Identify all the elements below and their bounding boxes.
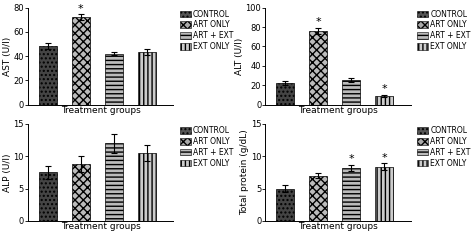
- Y-axis label: ALT (U/l): ALT (U/l): [235, 37, 244, 75]
- Bar: [39, 46, 57, 105]
- Bar: [342, 80, 360, 105]
- X-axis label: Treatment groups: Treatment groups: [61, 106, 140, 115]
- Bar: [105, 143, 123, 221]
- Legend: CONTROL, ART ONLY, ART + EXT, EXT ONLY: CONTROL, ART ONLY, ART + EXT, EXT ONLY: [180, 10, 233, 51]
- Bar: [276, 83, 294, 105]
- Legend: CONTROL, ART ONLY, ART + EXT, EXT ONLY: CONTROL, ART ONLY, ART + EXT, EXT ONLY: [418, 126, 471, 168]
- X-axis label: Treatment groups: Treatment groups: [298, 106, 378, 115]
- Bar: [276, 189, 294, 221]
- Y-axis label: Total protein (g/dL): Total protein (g/dL): [240, 130, 249, 215]
- Bar: [138, 153, 156, 221]
- Legend: CONTROL, ART ONLY, ART + EXT, EXT ONLY: CONTROL, ART ONLY, ART + EXT, EXT ONLY: [418, 10, 471, 51]
- Legend: CONTROL, ART ONLY, ART + EXT, EXT ONLY: CONTROL, ART ONLY, ART + EXT, EXT ONLY: [180, 126, 233, 168]
- Bar: [72, 164, 90, 221]
- Bar: [105, 54, 123, 105]
- Bar: [72, 17, 90, 105]
- Bar: [138, 52, 156, 105]
- Bar: [309, 31, 328, 105]
- Bar: [39, 172, 57, 221]
- Text: *: *: [348, 154, 354, 164]
- Y-axis label: ALP (U/l): ALP (U/l): [3, 153, 12, 192]
- Text: *: *: [316, 17, 321, 27]
- Text: *: *: [382, 84, 387, 94]
- X-axis label: Treatment groups: Treatment groups: [298, 222, 378, 231]
- Bar: [375, 96, 393, 105]
- Bar: [375, 167, 393, 221]
- X-axis label: Treatment groups: Treatment groups: [61, 222, 140, 231]
- Bar: [309, 176, 328, 221]
- Text: *: *: [382, 153, 387, 163]
- Bar: [342, 168, 360, 221]
- Y-axis label: AST (U/l): AST (U/l): [3, 37, 12, 76]
- Text: *: *: [78, 4, 83, 14]
